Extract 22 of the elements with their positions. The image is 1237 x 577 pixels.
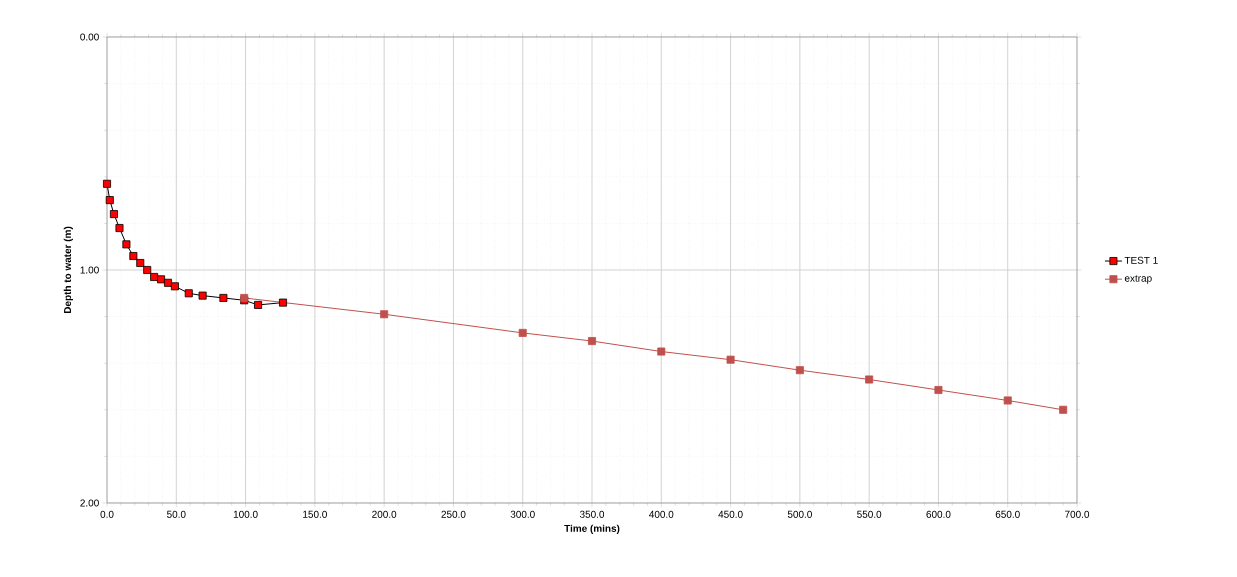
x-tick-label: 150.0: [303, 510, 327, 518]
x-tick-label: 350.0: [579, 510, 605, 518]
y-tick-label: 1.00: [80, 266, 99, 274]
x-tick-label: 300.0: [510, 510, 535, 518]
x-tick-label: 250.0: [441, 510, 466, 518]
x-tick-label: 450.0: [718, 510, 743, 518]
x-tick-label: 700.0: [1065, 510, 1090, 518]
y-tick-label: 0.00: [80, 33, 99, 41]
x-tick-label: 200.0: [372, 510, 397, 518]
legend-label: TEST 1: [1124, 256, 1158, 264]
x-tick-label: 400.0: [649, 510, 674, 518]
x-tick-label: 600.0: [926, 510, 951, 518]
x-tick-label: 500.0: [787, 510, 812, 518]
x-tick-label: 550.0: [857, 510, 882, 518]
x-tick-label: 0.0: [100, 510, 114, 518]
legend-label: extrap: [1124, 275, 1152, 284]
y-axis-title: Depth to water (m): [63, 226, 73, 314]
x-tick-label: 650.0: [995, 510, 1020, 518]
x-tick-label: 100.0: [233, 510, 258, 518]
x-tick-label: 50.0: [167, 510, 186, 518]
y-tick-label: 2.00: [80, 499, 99, 507]
x-axis-title: Time (mins): [564, 524, 620, 534]
